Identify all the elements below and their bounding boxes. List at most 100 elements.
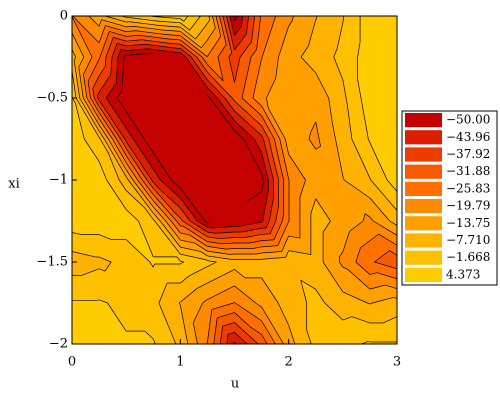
contour-line: [98, 25, 106, 43]
contour-line: [254, 58, 262, 89]
contour-line: [207, 260, 217, 263]
contour-line: [207, 226, 213, 229]
contour-line: [234, 285, 256, 304]
contour-line: [175, 213, 181, 219]
contour-line: [180, 246, 201, 252]
contour-line: [342, 291, 368, 304]
contour-line: [239, 41, 252, 58]
contour-line: [280, 167, 285, 181]
contour-line: [97, 92, 100, 96]
contour-line: [73, 60, 80, 99]
contour-line: [158, 282, 168, 304]
contour-line: [315, 17, 318, 21]
contour-line: [339, 261, 344, 268]
contour-line: [370, 179, 398, 211]
contour-line: [207, 236, 220, 239]
contour-line: [250, 49, 257, 58]
contour-line: [152, 263, 155, 268]
contour-line: [235, 302, 262, 322]
x-tick-label: 2: [285, 355, 293, 370]
contour-line: [238, 221, 262, 227]
contour-line: [167, 325, 177, 345]
contour-line: [315, 121, 320, 140]
legend-label: −19.79: [446, 199, 490, 213]
contour-line: [87, 81, 91, 99]
contour-line: [347, 269, 371, 290]
contour-line: [80, 268, 100, 276]
legend-swatch: [405, 181, 442, 196]
contour-line: [300, 45, 309, 58]
contour-line: [318, 138, 321, 147]
contour-line: [261, 135, 264, 140]
contour-line: [234, 63, 240, 83]
contour-line: [238, 56, 241, 64]
legend-swatch: [405, 216, 442, 231]
contour-line: [113, 37, 127, 42]
contour-line: [254, 138, 262, 153]
contour-line: [328, 97, 333, 124]
contour-line: [153, 24, 160, 26]
contour-line: [92, 88, 95, 99]
contour-line: [195, 23, 208, 40]
contour-line: [376, 272, 398, 280]
contour-band: [152, 256, 181, 263]
legend-swatch: [405, 164, 442, 179]
contour-line: [367, 302, 371, 305]
contour-line: [268, 197, 274, 222]
contour-line: [179, 305, 189, 345]
legend-swatch: [405, 113, 442, 128]
contour-line: [261, 257, 286, 260]
contour-line: [207, 265, 210, 267]
contour-band: [234, 248, 257, 255]
contour-line: [98, 130, 105, 140]
contour-line: [291, 15, 294, 22]
y-tick-label: −1.5: [36, 255, 68, 270]
contour-line: [180, 207, 191, 222]
contour-line: [284, 138, 290, 155]
contour-line: [126, 43, 145, 47]
contour-line: [362, 213, 366, 222]
contour-line: [374, 250, 390, 263]
contour-line: [207, 246, 227, 250]
contour-line: [126, 30, 136, 32]
contour-line: [152, 338, 156, 345]
contour-line: [215, 15, 222, 37]
contour-line: [386, 179, 398, 192]
contour-line: [153, 16, 181, 19]
contour-line: [180, 43, 197, 58]
contour-line: [245, 234, 262, 238]
contour-line: [129, 21, 154, 26]
contour-line: [308, 19, 317, 46]
contour-line: [207, 19, 211, 24]
contour-line: [261, 173, 264, 181]
contour-line: [209, 261, 217, 266]
contour-line: [275, 56, 279, 79]
legend-label: −13.75: [446, 216, 490, 230]
contour-line: [207, 241, 223, 245]
contour-line: [83, 138, 100, 162]
contour-line: [217, 312, 235, 319]
contour-line: [369, 284, 386, 290]
contour-line: [83, 74, 88, 99]
legend-label: −31.88: [446, 164, 490, 178]
contour-line: [218, 237, 235, 239]
contour-line: [71, 251, 96, 258]
contour-line: [126, 48, 148, 52]
contour-line: [209, 97, 235, 132]
contour-line: [234, 130, 244, 140]
contour-line: [83, 56, 93, 75]
x-tick-label: 0: [68, 355, 76, 370]
contour-line: [263, 138, 265, 144]
legend-label: −7.710: [446, 233, 490, 247]
contour-line: [281, 235, 289, 252]
contour-line: [369, 216, 374, 222]
contour-line: [342, 266, 348, 270]
contour-line: [322, 261, 344, 293]
contour-line: [149, 261, 154, 268]
contour-line: [335, 138, 344, 177]
contour-line: [98, 19, 102, 27]
contour-line: [285, 250, 289, 258]
contour-line: [98, 256, 112, 263]
contour-line: [222, 322, 235, 327]
